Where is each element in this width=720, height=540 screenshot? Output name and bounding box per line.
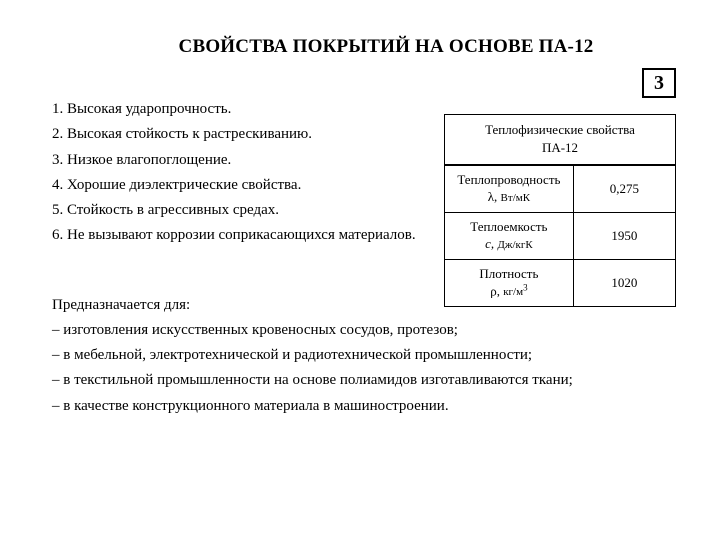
thermo-value-cell: 1950 [574,213,675,259]
thermo-param-cell: Теплопроводность λ, Вт/мК [445,166,574,212]
thermo-param-unit: Вт/мК [501,192,531,204]
thermo-value: 1950 [611,228,637,244]
thermo-param-symbol: λ, [488,189,501,204]
slide-title: СВОЙСТВА ПОКРЫТИЙ НА ОСНОВЕ ПА-12 [52,36,680,58]
purpose-block: Предназначается для: – изготовления иску… [52,294,680,418]
thermo-value-cell: 1020 [574,260,675,306]
thermo-value-cell: 0,275 [574,166,675,212]
slide-page: СВОЙСТВА ПОКРЫТИЙ НА ОСНОВЕ ПА-12 3 1. В… [0,0,720,540]
thermo-param-name: Теплоемкость [470,219,547,234]
thermo-table: Теплофизические свойства ПА-12 Теплопров… [444,114,676,307]
table-row: Теплоемкость с, Дж/кгК 1950 [445,212,675,259]
list-item: – в мебельной, электротехнической и ради… [52,344,680,367]
thermo-param-symbol: ρ, [490,283,503,298]
thermo-table-header: Теплофизические свойства ПА-12 [445,115,675,165]
thermo-param-unit: кг/м3 [503,286,527,298]
list-item: – в текстильной промышленности на основе… [52,369,680,392]
thermo-value: 1020 [611,275,637,291]
list-item: – в качестве конструкционного материала … [52,395,680,418]
thermo-param-symbol: с, [485,236,497,251]
slide-number: 3 [654,72,664,94]
thermo-param-name: Теплопроводность [457,172,560,187]
thermo-header-line1: Теплофизические свойства [485,122,635,137]
thermo-param-cell: Плотность ρ, кг/м3 [445,260,574,306]
list-item: – изготовления искусственных кровеносных… [52,319,680,342]
table-row: Теплопроводность λ, Вт/мК 0,275 [445,165,675,212]
slide-number-box: 3 [642,68,676,98]
thermo-header-line2: ПА-12 [542,140,578,155]
thermo-param-unit: Дж/кгК [497,239,532,251]
thermo-param-name: Плотность [479,266,538,281]
thermo-value: 0,275 [610,181,639,197]
table-row: Плотность ρ, кг/м3 1020 [445,259,675,306]
thermo-param-cell: Теплоемкость с, Дж/кгК [445,213,574,259]
